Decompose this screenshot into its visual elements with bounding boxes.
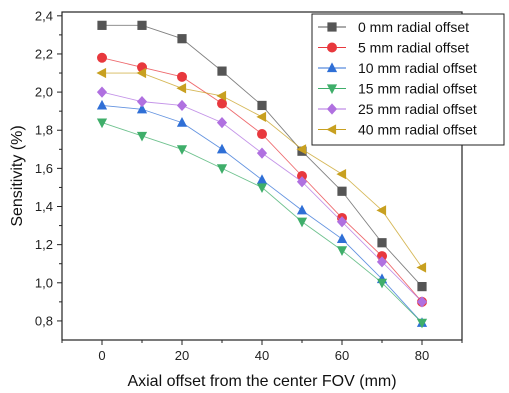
data-point [96,118,108,129]
data-point [177,71,187,82]
data-point [177,34,187,44]
data-point [296,204,308,215]
legend-marker [326,124,337,135]
legend-label: 15 mm radial offset [358,81,477,97]
legend-item: 25 mm radial offset [318,101,477,117]
data-point [216,143,228,154]
data-point [377,251,387,262]
legend-item: 10 mm radial offset [318,60,477,76]
legend-label: 40 mm radial offset [358,122,477,138]
data-point [136,131,148,142]
series-layer [96,20,428,329]
data-point [97,52,107,63]
data-point [216,90,227,102]
data-point [257,129,267,140]
data-point [336,246,348,256]
series-6 [96,67,427,273]
data-point [176,99,188,112]
data-point [376,205,387,216]
data-point [336,233,348,244]
legend-marker [326,103,338,115]
data-point [97,20,107,30]
data-point [256,111,267,122]
data-point [217,66,227,76]
legend-item: 5 mm radial offset [318,40,469,56]
y-tick-label: 1,6 [35,161,53,176]
legend-label: 25 mm radial offset [358,101,477,117]
data-point [176,117,188,127]
data-point [136,96,148,108]
data-point [96,67,107,79]
y-tick-label: 1,4 [35,199,53,214]
series-5 [96,86,428,308]
data-point [416,262,427,273]
legend-label: 0 mm radial offset [358,19,469,35]
data-point [217,98,227,109]
legend-item: 15 mm radial offset [318,81,477,97]
data-point [376,278,388,289]
y-tick-label: 1,0 [35,275,53,290]
legend-label: 10 mm radial offset [358,60,477,76]
legend-marker [327,22,337,32]
data-point [296,217,308,228]
legend-marker [327,42,337,53]
legend-marker [326,84,338,95]
legend: 0 mm radial offset 5 mm radial offset 10 m… [311,13,505,146]
y-axis: 0,8 1,0 1,2 1,4 1,6 1,8 2,0 2,2 2,4 [35,8,62,328]
data-point [96,86,108,98]
data-point [296,176,308,188]
y-tick-label: 1,2 [35,237,53,252]
y-tick-label: 0,8 [35,313,53,328]
data-point [336,168,347,180]
data-point [377,238,387,248]
data-point [256,147,268,159]
y-tick-label: 2,0 [35,85,53,100]
x-tick-label: 60 [335,348,349,363]
x-axis-title: Axial offset from the center FOV (mm) [127,373,396,390]
legend-marker [326,62,338,73]
data-point [376,256,388,268]
x-axis: 0 20 40 60 80 [61,340,463,363]
data-point [136,103,148,114]
data-point [216,164,228,174]
x-tick-label: 80 [415,348,429,363]
data-point [296,144,307,155]
x-tick-label: 40 [255,348,269,363]
data-point [136,67,147,79]
data-point [337,186,347,196]
legend-item: 40 mm radial offset [318,122,477,138]
data-point [176,145,188,155]
data-point [417,282,427,292]
data-point [256,183,268,194]
data-point [297,171,307,181]
legend-label: 5 mm radial offset [358,40,469,56]
y-tick-label: 1,8 [35,123,53,138]
data-point [216,117,228,129]
data-point [336,216,348,228]
legend-box [311,13,505,146]
y-tick-label: 2,2 [35,46,53,61]
legend-item: 0 mm radial offset [318,19,469,35]
data-point [137,20,147,30]
data-point [416,318,428,329]
x-tick-label: 20 [175,348,189,363]
x-tick-label: 0 [98,348,105,363]
data-point [176,83,187,94]
y-axis-title: Sensitivity (%) [9,125,26,226]
data-point [256,174,268,184]
data-point [96,99,108,110]
series-4 [96,118,428,329]
data-point [257,100,267,111]
y-tick-label: 2,4 [35,8,53,23]
data-point [416,296,428,308]
